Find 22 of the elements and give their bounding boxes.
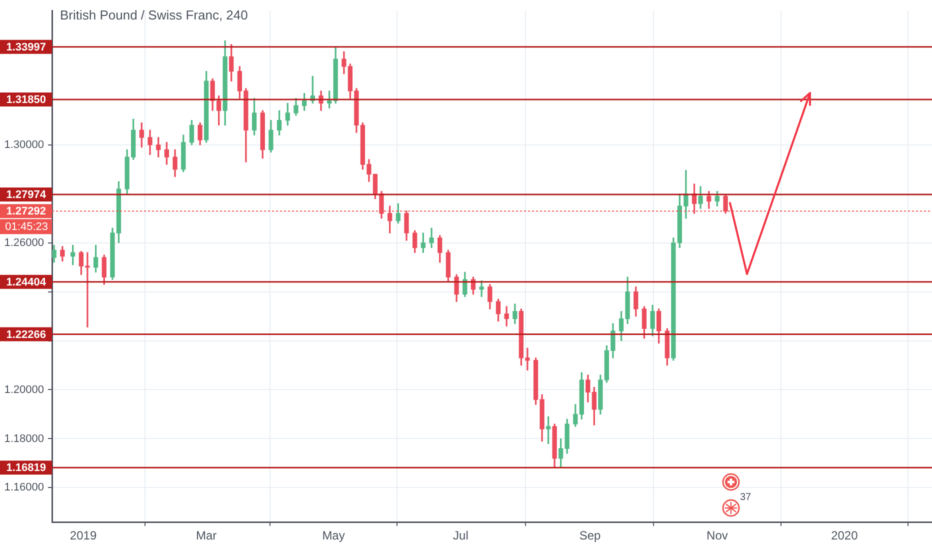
ref-line-label: 1.22266	[6, 328, 46, 341]
x-tick-label: Sep	[579, 528, 602, 543]
x-tick-label: Jul	[453, 528, 468, 543]
y-tick-label: 1.20000	[4, 384, 44, 396]
chart-title: British Pound / Swiss Franc, 240	[60, 8, 248, 23]
y-tick-label: 1.30000	[4, 138, 44, 151]
y-tick-label: 1.16000	[4, 482, 44, 494]
ref-line-label: 1.27974	[6, 188, 47, 201]
ref-line-label: 1.24404	[6, 276, 47, 288]
y-tick-label: 1.18000	[4, 432, 44, 445]
ref-line-label: 1.16819	[6, 462, 46, 474]
ref-line-label: 1.33997	[6, 41, 46, 54]
ref-line-label: 1.31850	[6, 94, 46, 106]
x-tick-label: 2019	[70, 528, 97, 543]
x-tick-label: May	[322, 528, 345, 543]
ref-line-label: 1.27292	[6, 206, 46, 218]
annotation: 37	[740, 492, 752, 504]
x-tick-label: Nov	[706, 528, 728, 543]
y-tick-label: 1.26000	[4, 236, 44, 249]
x-tick-label: Mar	[196, 528, 217, 543]
text: 01:45:23	[5, 221, 48, 234]
x-tick-label: 2020	[831, 528, 858, 543]
